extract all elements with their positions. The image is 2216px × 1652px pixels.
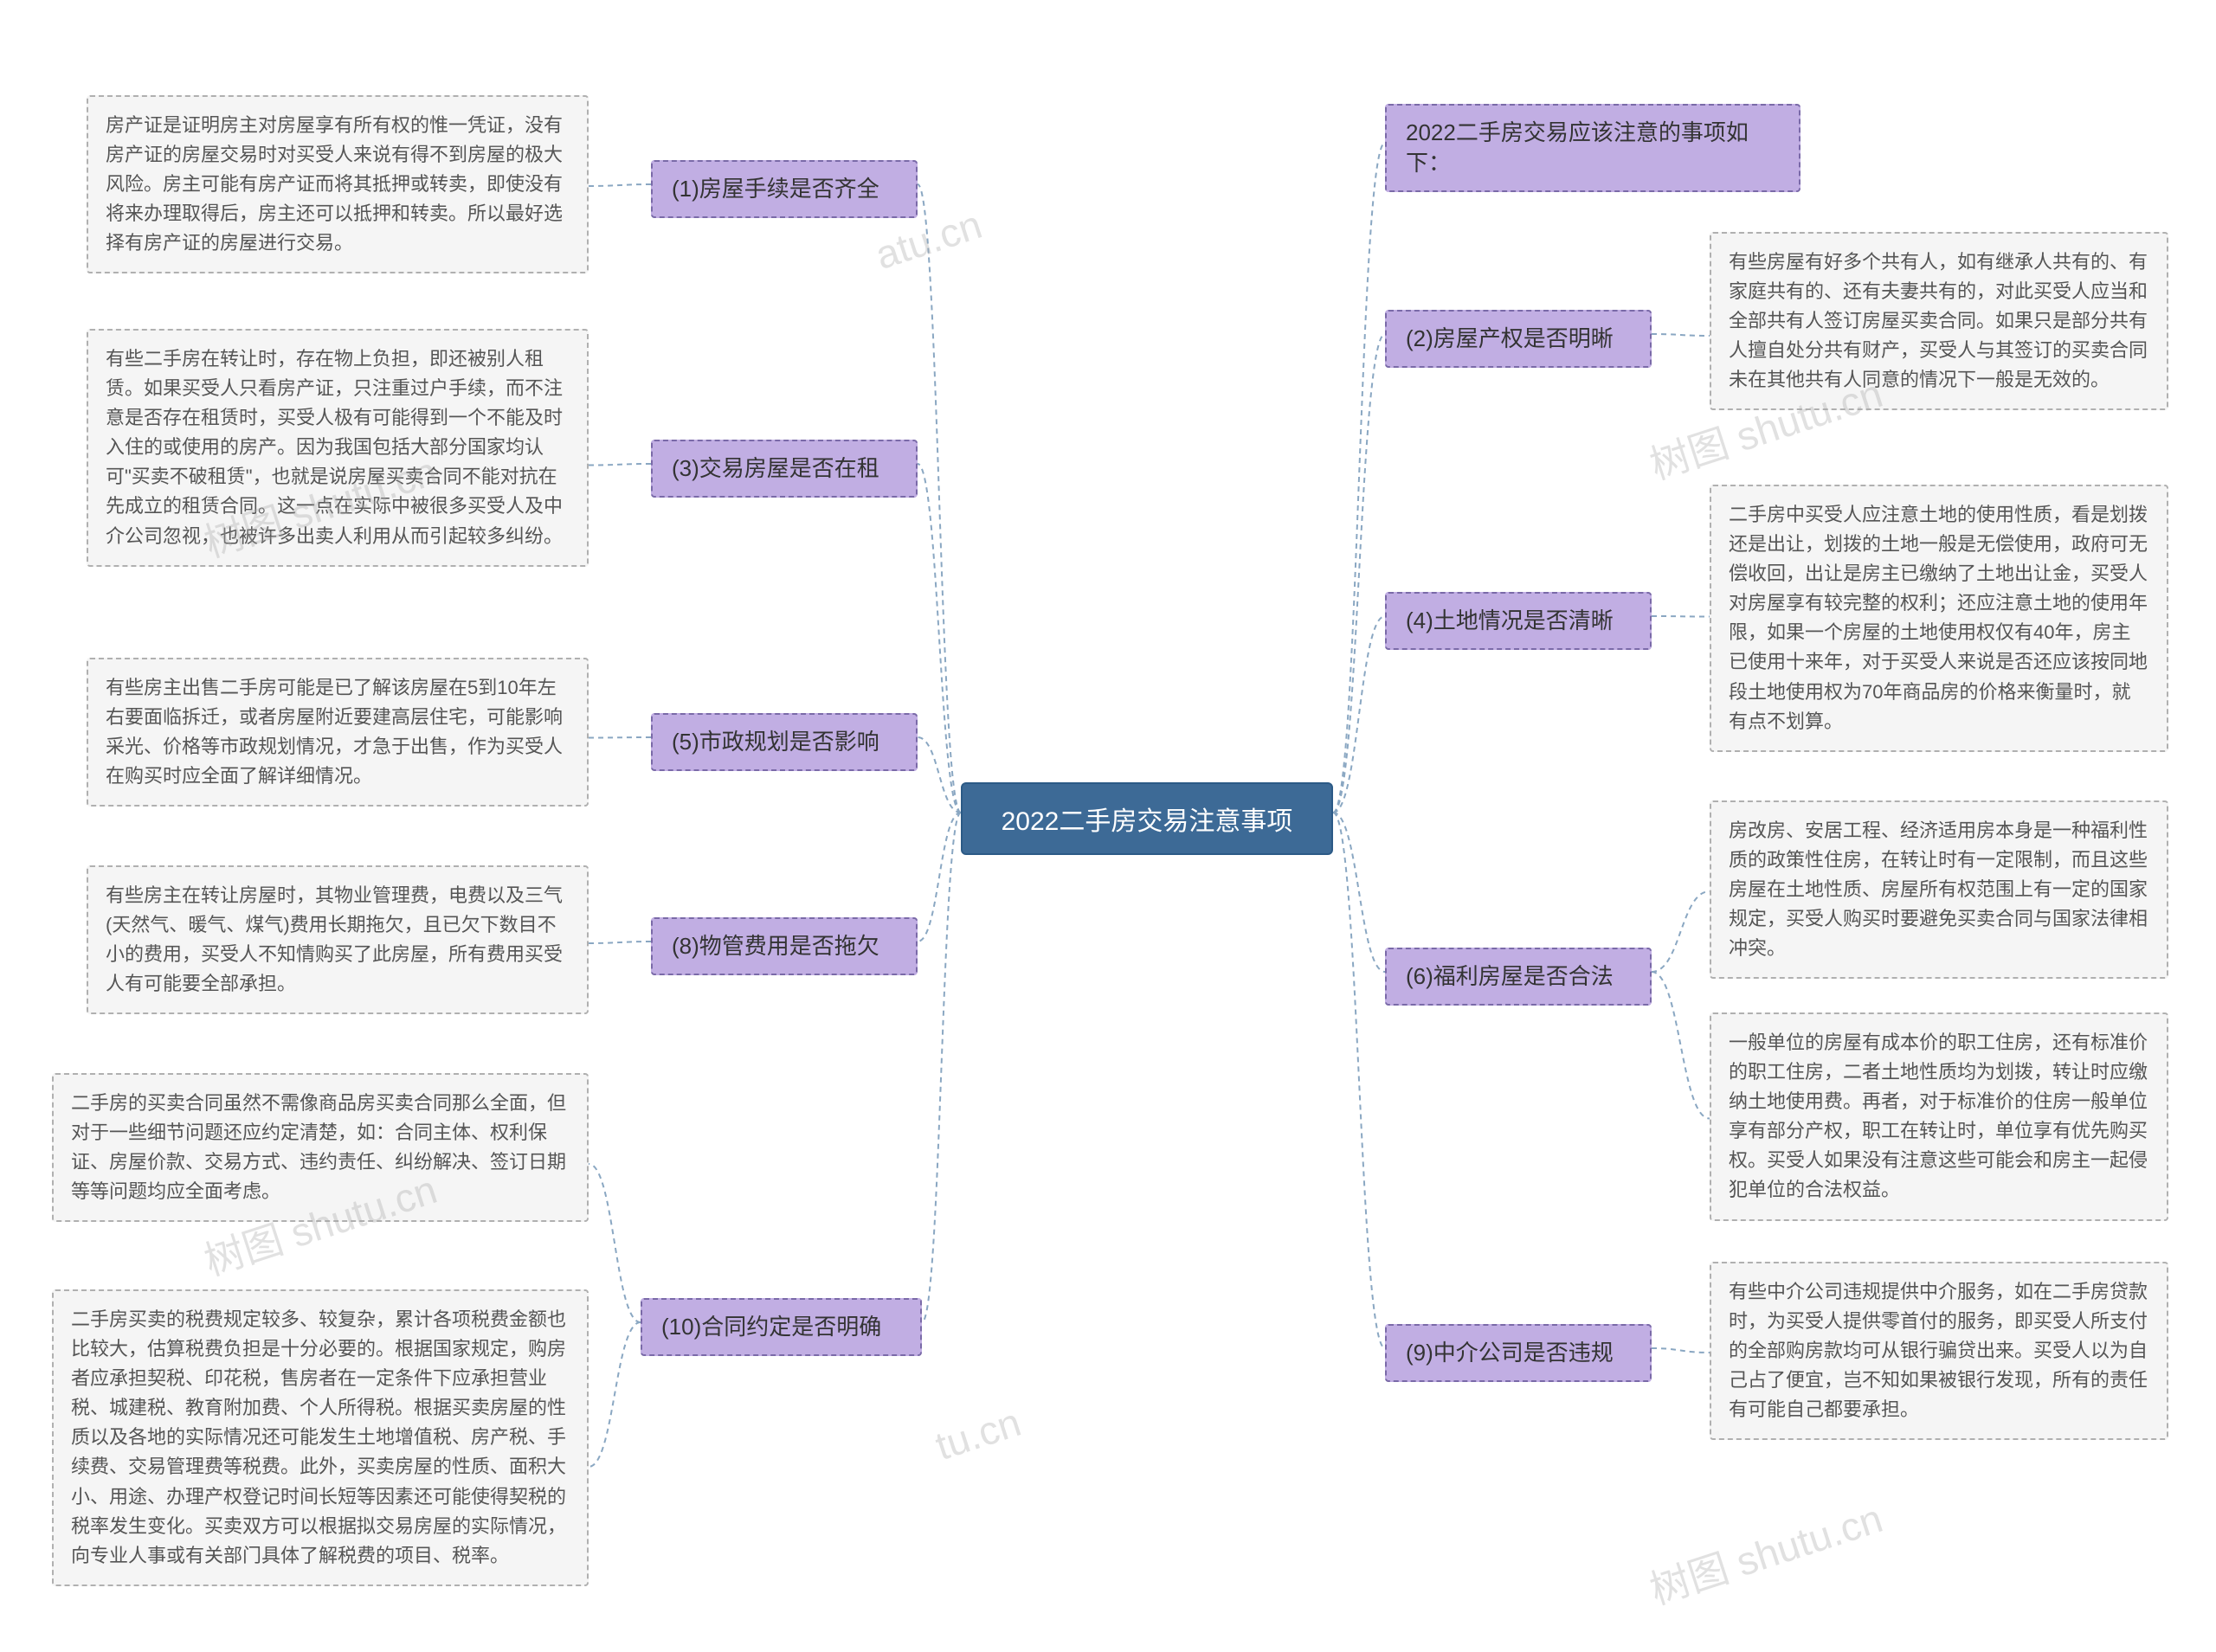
branch-b2: (2)房屋产权是否明晰 [1385,310,1652,368]
branch-b4: (4)土地情况是否清晰 [1385,592,1652,650]
root-node: 2022二手房交易注意事项 [961,782,1333,855]
watermark: 树图 shutu.cn [1642,1488,1889,1617]
branch-b8: (8)物管费用是否拖欠 [651,917,918,975]
leaf-b8-0: 有些房主在转让房屋时，其物业管理费，电费以及三气(天然气、暖气、煤气)费用长期拖… [87,865,589,1014]
leaf-b4-0: 二手房中买受人应注意土地的使用性质，看是划拨还是出让，划拨的土地一般是无偿使用，… [1710,485,2168,752]
leaf-b5-0: 有些房主出售二手房可能是已了解该房屋在5到10年左右要面临拆迁，或者房屋附近要建… [87,658,589,807]
leaf-b3-0: 有些二手房在转让时，存在物上负担，即还被别人租赁。如果买受人只看房产证，只注重过… [87,329,589,567]
branch-bIntro: 2022二手房交易应该注意的事项如下： [1385,104,1800,192]
leaf-b1-0: 房产证是证明房主对房屋享有所有权的惟一凭证，没有房产证的房屋交易时对买受人来说有… [87,95,589,273]
branch-b6: (6)福利房屋是否合法 [1385,948,1652,1006]
branch-b9: (9)中介公司是否违规 [1385,1324,1652,1382]
branch-b5: (5)市政规划是否影响 [651,713,918,771]
leaf-b10-1: 二手房买卖的税费规定较多、较复杂，累计各项税费金额也比较大，估算税费负担是十分必… [52,1289,589,1586]
leaf-b6-0: 房改房、安居工程、经济适用房本身是一种福利性质的政策性住房，在转让时有一定限制，… [1710,800,2168,979]
leaf-b6-1: 一般单位的房屋有成本价的职工住房，还有标准价的职工住房，二者土地性质均为划拨，转… [1710,1012,2168,1221]
mindmap-canvas: 2022二手房交易注意事项 (1)房屋手续是否齐全 房产证是证明房主对房屋享有所有权… [0,0,2216,1652]
branch-b3: (3)交易房屋是否在租 [651,440,918,498]
leaf-b2-0: 有些房屋有好多个共有人，如有继承人共有的、有家庭共有的、还有夫妻共有的，对此买受… [1710,232,2168,410]
branch-b10: (10)合同约定是否明确 [641,1298,922,1356]
leaf-b10-0: 二手房的买卖合同虽然不需像商品房买卖合同那么全面，但对于一些细节问题还应约定清楚… [52,1073,589,1222]
branch-b1: (1)房屋手续是否齐全 [651,160,918,218]
leaf-b9-0: 有些中介公司违规提供中介服务，如在二手房贷款时，为买受人提供零首付的服务，即买受… [1710,1262,2168,1440]
watermark: tu.cn [930,1398,1027,1469]
